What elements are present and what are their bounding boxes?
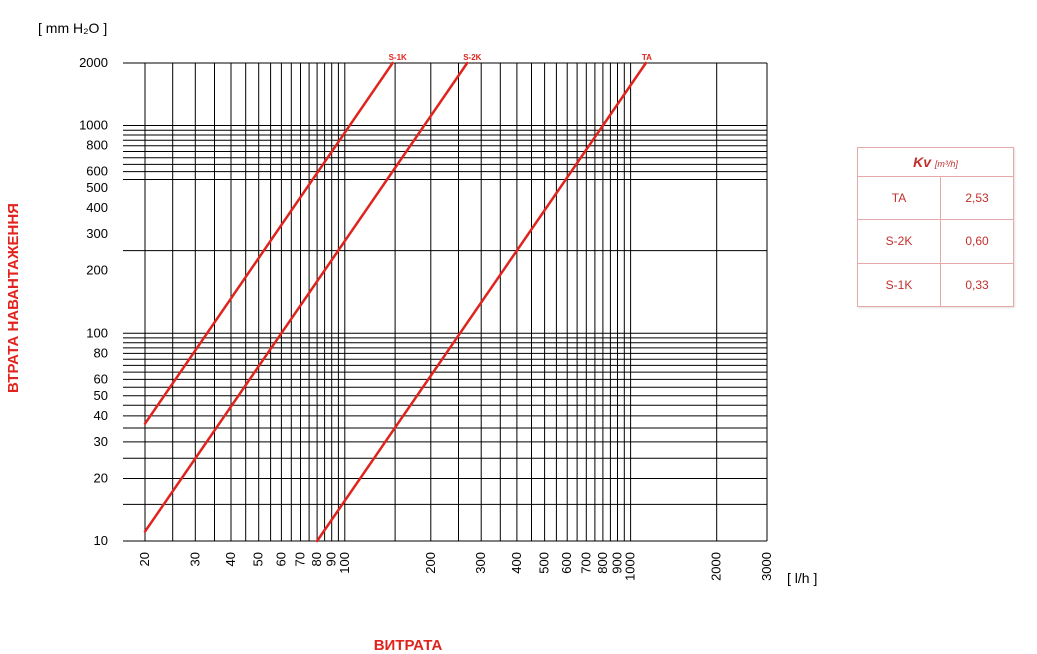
x-tick-label: 600 [559, 552, 574, 574]
y-axis-title: ВТРАТА НАВАНТАЖЕННЯ [5, 203, 22, 393]
y-tick-label: 200 [86, 263, 108, 278]
kv-row-value: 0,60 [939, 219, 1015, 264]
kv-table-row: S-2K 0,60 [857, 219, 1015, 264]
kv-row-label: S-1K [857, 262, 941, 308]
x-tick-label: 20 [137, 552, 152, 566]
x-tick-label: 90 [324, 552, 339, 566]
x-tick-label: 300 [473, 552, 488, 574]
x-tick-label: 400 [509, 552, 524, 574]
kv-row-label: S-2K [857, 219, 941, 264]
series-label: TA [642, 53, 652, 62]
series-label: S-1K [389, 53, 407, 62]
y-tick-label: 300 [86, 226, 108, 241]
x-tick-label: 200 [423, 552, 438, 574]
kv-row-label: TA [857, 175, 941, 221]
y-tick-label: 100 [86, 325, 108, 340]
x-tick-label: 900 [610, 552, 625, 574]
y-tick-label: 800 [86, 138, 108, 153]
x-tick-label: 30 [187, 552, 202, 566]
kv-table-row: S-1K 0,33 [857, 262, 1015, 308]
x-tick-label: 60 [273, 552, 288, 566]
y-tick-label: 50 [94, 388, 108, 403]
y-tick-label: 2000 [79, 55, 108, 70]
kv-table-header: Kv [m³/h] [857, 147, 1014, 177]
x-tick-label: 500 [537, 552, 552, 574]
x-tick-label: 800 [595, 552, 610, 574]
y-tick-label: 20 [94, 471, 108, 486]
series-label: S-2K [463, 53, 481, 62]
x-tick-label: 50 [251, 552, 266, 566]
y-tick-label: 400 [86, 200, 108, 215]
x-tick-label: 80 [309, 552, 324, 566]
y-tick-label: 10 [94, 533, 108, 548]
y-tick-label: 80 [94, 345, 108, 360]
series-line-s-2k [143, 61, 469, 533]
series-line-ta [315, 61, 648, 543]
x-tick-label: 70 [293, 552, 308, 566]
y-tick-label: 500 [86, 180, 108, 195]
chart-grid [123, 62, 768, 542]
y-axis-unit: [ mm H₂O ] [38, 20, 107, 36]
chart-series: S-1K S-2K TA [143, 53, 652, 543]
kv-table-header-row: Kv [m³/h] [857, 147, 1014, 177]
series-line-s-1k [143, 61, 394, 425]
y-tick-label: 600 [86, 164, 108, 179]
x-tick-label: 3000 [759, 552, 774, 581]
kv-header-label: Kv [913, 154, 931, 170]
x-axis-title: ВИТРАТА [374, 637, 443, 654]
x-tick-label: 40 [223, 552, 238, 566]
y-tick-label: 1000 [79, 118, 108, 133]
kv-header-unit: [m³/h] [934, 159, 958, 169]
x-axis-unit: [ l/h ] [787, 570, 817, 586]
y-tick-label: 40 [94, 408, 108, 423]
x-tick-label: 2000 [709, 552, 724, 581]
kv-row-value: 2,53 [939, 175, 1015, 221]
y-tick-label: 30 [94, 434, 108, 449]
x-tick-label: 1000 [623, 552, 638, 581]
x-tick-label: 100 [337, 552, 352, 574]
kv-row-value: 0,33 [939, 262, 1015, 308]
kv-table-row: TA 2,53 [857, 175, 1015, 221]
y-tick-label: 60 [94, 371, 108, 386]
kv-table: Kv [m³/h] TA 2,53 S-2K 0,60 S-1K 0,33 [857, 147, 1015, 308]
x-tick-label: 700 [578, 552, 593, 574]
